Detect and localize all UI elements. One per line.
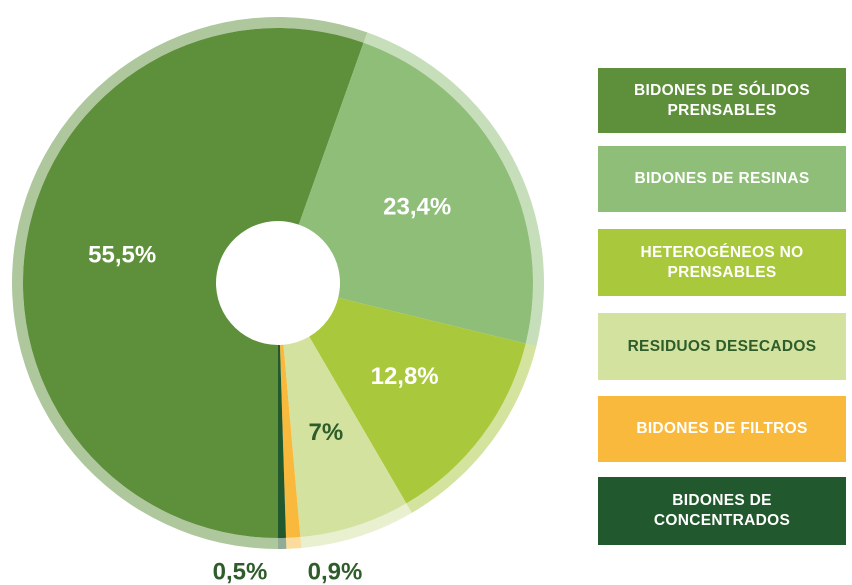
pie-slice xyxy=(298,42,533,344)
legend-item: BIDONES DE CONCENTRADOS xyxy=(598,477,846,545)
pie-slice xyxy=(283,336,407,538)
data-label: 23,4% xyxy=(383,193,451,220)
pie-slice xyxy=(23,28,364,539)
data-label: 55,5% xyxy=(88,241,156,268)
legend-item: BIDONES DE RESINAS xyxy=(598,146,846,212)
legend-item: BIDONES DE SÓLIDOS PRENSABLES xyxy=(598,68,846,133)
legend-item: BIDONES DE FILTROS xyxy=(598,396,846,462)
pie-slice xyxy=(309,297,526,504)
legend-item: HETEROGÉNEOS NO PRENSABLES xyxy=(598,229,846,296)
data-label: 12,8% xyxy=(371,363,439,390)
pie-slice-rim xyxy=(278,537,287,549)
data-label: 0,5% xyxy=(213,558,268,585)
pie-slice-rim xyxy=(406,343,537,513)
pie-slice xyxy=(279,344,301,538)
pie-slice xyxy=(278,344,287,538)
data-label: 7% xyxy=(309,419,344,446)
data-label: 0,9% xyxy=(308,558,363,585)
legend-item: RESIDUOS DESECADOS xyxy=(598,313,846,380)
pie-slice-rim xyxy=(300,503,412,548)
pie-slice-rim xyxy=(286,537,302,549)
pie-slice-rim xyxy=(363,32,544,347)
